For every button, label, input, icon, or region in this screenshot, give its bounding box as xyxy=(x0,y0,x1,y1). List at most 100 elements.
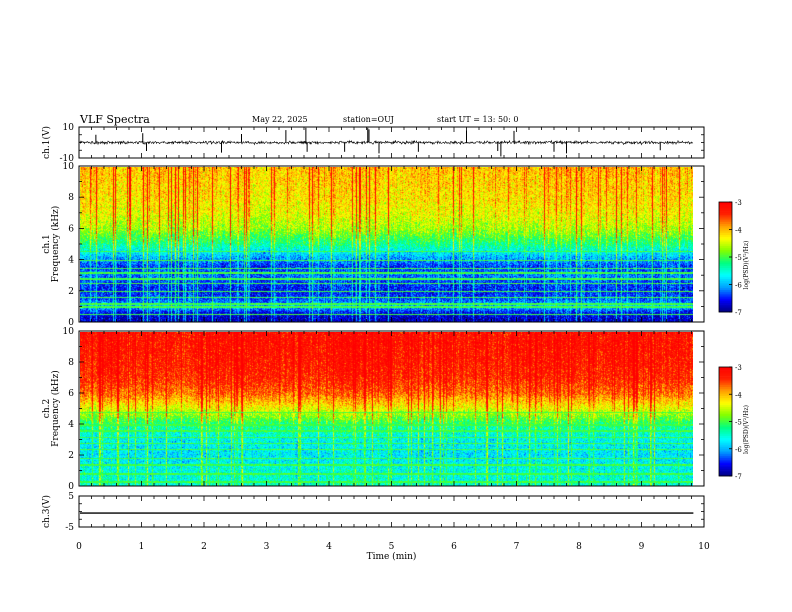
ch1-waveform-ytick-label: 10 xyxy=(63,123,75,133)
ch2-colorbar-swatch xyxy=(719,434,732,437)
ch1-colorbar-tick-label: -6 xyxy=(735,282,742,290)
ch2-colorbar-swatch xyxy=(719,445,732,448)
ch1-spectrogram-ytick-label: 10 xyxy=(63,162,75,172)
ch2-colorbar-swatch xyxy=(719,436,732,439)
ch2-colorbar-swatch xyxy=(719,416,732,419)
ch2-spectrogram-ylabel: Frequency (kHz) xyxy=(50,370,61,447)
ch1-colorbar-swatch xyxy=(719,231,732,234)
ch2-colorbar-swatch xyxy=(719,417,732,420)
ch1-colorbar-swatch xyxy=(719,220,732,223)
station-label: station=OUJ xyxy=(343,115,394,124)
time-axis: 0 1 2 3 4 5 6 7 8 9 10 Time (min) xyxy=(76,542,710,562)
ch2-colorbar-swatch xyxy=(719,423,732,426)
ch1-colorbar-tick-label: -7 xyxy=(735,309,742,317)
ch1-colorbar-swatch xyxy=(719,273,732,276)
ch1-colorbar-swatch xyxy=(719,246,732,249)
ch1-colorbar-swatch xyxy=(719,209,732,212)
ch2-spectrogram-ytick-label: 2 xyxy=(68,451,74,461)
ch1-colorbar-swatch xyxy=(719,203,732,206)
time-tick-label: 10 xyxy=(698,542,710,552)
ch2-colorbar-swatch xyxy=(719,370,732,373)
ch1-colorbar-swatch xyxy=(719,260,732,263)
ch1-colorbar-swatch xyxy=(719,290,732,293)
ch2-colorbar-swatch xyxy=(719,394,732,397)
ch1-colorbar-swatch xyxy=(719,257,732,260)
ch2-colorbar-swatch xyxy=(719,421,732,424)
ch2-colorbar-label: log(PSD)(V²/Hz) xyxy=(743,405,750,454)
ch1-colorbar-swatch xyxy=(719,213,732,216)
ch3-waveform-ytick-label: -5 xyxy=(65,523,74,533)
ch3-waveform-ytick-label: 5 xyxy=(68,492,74,502)
ch2-colorbar: -3 -4 -5 -6 -7 log(PSD)(V²/Hz) xyxy=(718,364,750,481)
ch2-colorbar-tick-label: -6 xyxy=(735,446,742,454)
ch2-colorbar-swatch xyxy=(719,465,732,468)
ch2-colorbar-swatch xyxy=(719,397,732,400)
ch1-colorbar-swatch xyxy=(719,277,732,280)
ch1-colorbar-swatch xyxy=(719,251,732,254)
ch1-spectrogram-ytick-label: 0 xyxy=(68,318,74,328)
ch1-colorbar-swatch xyxy=(719,236,732,239)
ch1-colorbar-swatch xyxy=(719,205,732,208)
ch1-colorbar-swatch xyxy=(719,229,732,232)
ch1-spectrogram-image xyxy=(80,167,693,322)
ch2-spectrogram-ytick-label: 6 xyxy=(68,389,74,399)
time-tick-label: 0 xyxy=(76,542,82,552)
ch2-colorbar-swatch xyxy=(719,472,732,475)
ch1-colorbar-swatch xyxy=(719,295,732,298)
ch1-spectrogram-ytick-label: 8 xyxy=(68,193,74,203)
ch1-waveform-ytick-label: -10 xyxy=(60,154,75,164)
ch2-colorbar-swatch xyxy=(719,388,732,391)
ch1-colorbar-swatch xyxy=(719,202,732,205)
ch1-colorbar-swatch xyxy=(719,222,732,225)
ch1-colorbar-swatch xyxy=(719,264,732,267)
ch1-colorbar-swatch xyxy=(719,310,732,313)
ch1-colorbar-swatch xyxy=(719,284,732,287)
ch2-colorbar-swatch xyxy=(719,372,732,375)
ch1-colorbar-swatch xyxy=(719,255,732,258)
time-tick-label: 9 xyxy=(639,542,645,552)
ch2-colorbar-swatch xyxy=(719,468,732,471)
ch1-spectrogram-panel: 0 2 4 6 8 10 ch.1 Frequency (kHz) xyxy=(42,162,705,328)
ch2-colorbar-tick-label: -3 xyxy=(735,364,742,372)
ch1-colorbar-swatch xyxy=(719,304,732,307)
ch1-colorbar-swatch xyxy=(719,275,732,278)
ch2-colorbar-swatch xyxy=(719,419,732,422)
time-tick-label: 7 xyxy=(514,542,520,552)
ch2-colorbar-swatch xyxy=(719,381,732,384)
ch1-colorbar-tick-label: -3 xyxy=(735,199,742,207)
ch1-colorbar-swatch xyxy=(719,288,732,291)
ch2-spectrogram-ylabel: ch.2 xyxy=(42,399,52,418)
ch1-colorbar-swatch xyxy=(719,227,732,230)
ch2-colorbar-swatch xyxy=(719,408,732,411)
ch2-colorbar-swatch xyxy=(719,441,732,444)
time-tick-label: 4 xyxy=(326,542,332,552)
ch3-waveform-ylabel: ch.3(V) xyxy=(41,495,52,528)
ch2-colorbar-swatch xyxy=(719,425,732,428)
ch2-colorbar-swatch xyxy=(719,386,732,390)
ch2-colorbar-swatch xyxy=(719,446,732,450)
ch1-colorbar-swatch xyxy=(719,308,732,311)
ch2-colorbar-swatch xyxy=(719,450,732,453)
ch2-colorbar-swatch xyxy=(719,437,732,440)
ch1-colorbar-swatch xyxy=(719,247,732,250)
ch1-colorbar-swatch xyxy=(719,218,732,221)
ch2-colorbar-swatch xyxy=(719,428,732,431)
ch1-colorbar-swatch xyxy=(719,249,732,252)
ch2-colorbar-swatch xyxy=(719,412,732,415)
ch2-colorbar-swatch xyxy=(719,379,732,382)
ch1-colorbar-swatch xyxy=(719,282,732,285)
ch2-colorbar-swatch xyxy=(719,457,732,460)
ch1-spectrogram-ylabel: Frequency (kHz) xyxy=(50,206,61,283)
ch1-colorbar-swatch xyxy=(719,242,732,245)
ch1-colorbar-swatch xyxy=(719,299,732,302)
ch1-colorbar-swatch xyxy=(719,306,732,309)
ch1-waveform-ylabel: ch.1(V) xyxy=(41,126,52,159)
ch2-colorbar-swatch xyxy=(719,443,732,446)
ch2-spectrogram-ytick-label: 4 xyxy=(68,420,74,430)
ch1-colorbar-swatch xyxy=(719,258,732,261)
ch1-colorbar-swatch xyxy=(719,302,732,305)
ch1-colorbar-swatch xyxy=(719,235,732,238)
ch3-waveform-panel: 5 -5 ch.3(V) xyxy=(41,492,705,533)
ch1-colorbar-swatch xyxy=(719,211,732,214)
ch2-colorbar-swatch xyxy=(719,367,732,370)
